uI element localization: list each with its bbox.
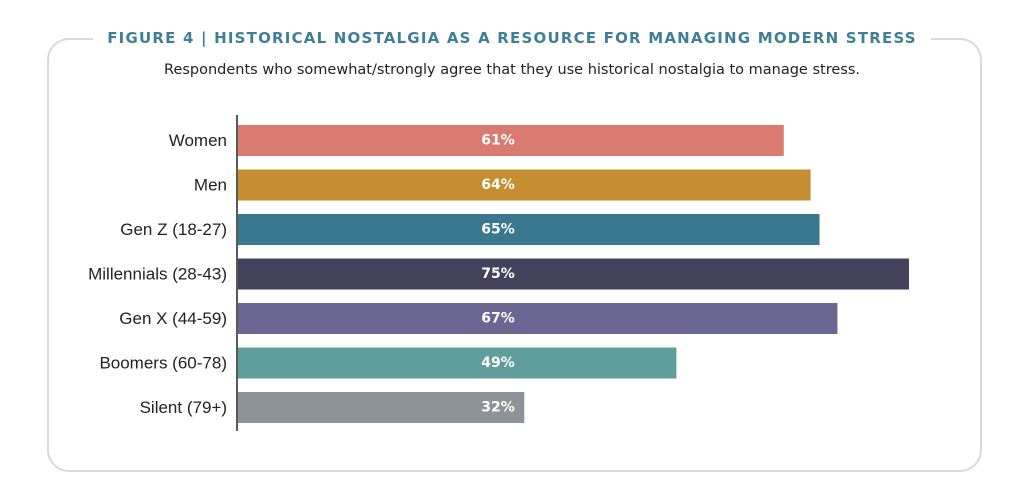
data-label: 67%	[481, 311, 515, 327]
figure-title: FIGURE 4 | HISTORICAL NOSTALGIA AS A RES…	[93, 29, 931, 47]
data-label: 32%	[481, 400, 515, 416]
category-label: Millennials (28-43)	[88, 265, 227, 284]
bar	[238, 169, 811, 201]
data-label: 64%	[481, 177, 515, 193]
category-label: Boomers (60-78)	[99, 354, 227, 373]
bar	[238, 125, 784, 156]
category-label: Gen Z (18-27)	[120, 220, 227, 239]
figure-title-bar: FIGURE 4 | HISTORICAL NOSTALGIA AS A RES…	[0, 27, 1024, 49]
category-label: Gen X (44-59)	[119, 309, 227, 328]
data-label: 61%	[481, 133, 515, 149]
data-label: 65%	[481, 222, 515, 238]
chart-subtitle: Respondents who somewhat/strongly agree …	[164, 62, 860, 78]
bar	[238, 303, 838, 334]
category-label: Silent (79+)	[140, 398, 227, 417]
bar	[238, 347, 677, 379]
category-label: Men	[194, 176, 227, 195]
bar	[238, 258, 909, 290]
category-label: Women	[169, 131, 227, 150]
data-label: 49%	[481, 355, 515, 371]
bar	[238, 392, 525, 423]
data-label: 75%	[481, 266, 515, 282]
bar	[238, 214, 820, 245]
